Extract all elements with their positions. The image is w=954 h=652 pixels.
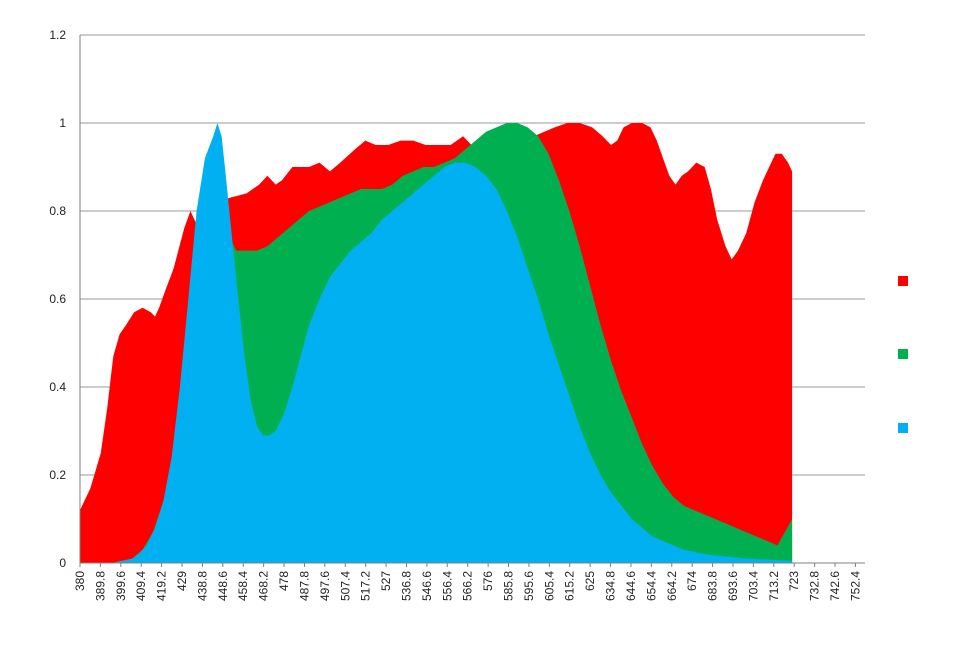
x-tick-label: 605.4 <box>542 571 556 601</box>
x-tick-label: 389.8 <box>93 571 107 601</box>
x-tick-label: 732.8 <box>808 571 822 601</box>
x-tick-label: 527 <box>379 571 393 591</box>
y-tick-label: 1 <box>59 116 66 130</box>
x-tick-label: 742.6 <box>828 571 842 601</box>
y-tick-label: 0.6 <box>49 292 66 306</box>
x-tick-label: 683.8 <box>706 571 720 601</box>
x-tick-label: 419.2 <box>155 571 169 601</box>
legend-swatch-2 <box>898 423 908 433</box>
x-tick-label: 517.2 <box>359 571 373 601</box>
x-tick-label: 380 <box>73 571 87 591</box>
x-tick-label: 556.4 <box>440 571 454 601</box>
x-tick-label: 693.6 <box>726 571 740 601</box>
y-tick-label: 0.4 <box>49 380 66 394</box>
axes <box>79 35 865 564</box>
x-tick-label: 438.8 <box>195 571 209 601</box>
x-tick-labels: 380 389.8 399.6 409.4 419.2 429 438.8 448.6 458.… <box>73 563 862 601</box>
x-tick-label: 595.6 <box>522 571 536 601</box>
y-tick-label: 0.2 <box>49 468 66 482</box>
x-tick-label: 723 <box>787 571 801 591</box>
x-tick-label: 487.8 <box>298 571 312 601</box>
x-tick-label: 703.4 <box>746 571 760 601</box>
x-tick-label: 546.6 <box>420 571 434 601</box>
x-tick-label: 409.4 <box>134 571 148 601</box>
x-tick-label: 713.2 <box>767 571 781 601</box>
x-tick-label: 644.6 <box>624 571 638 601</box>
x-tick-label: 654.4 <box>644 571 658 601</box>
x-tick-label: 634.8 <box>604 571 618 601</box>
x-tick-label: 399.6 <box>114 571 128 601</box>
legend <box>898 276 908 433</box>
x-tick-label: 566.2 <box>461 571 475 601</box>
legend-swatch-0 <box>898 276 908 286</box>
x-tick-label: 585.8 <box>502 571 516 601</box>
x-tick-label: 664.2 <box>665 571 679 601</box>
y-tick-label: 0.8 <box>49 204 66 218</box>
legend-swatch-1 <box>898 349 908 359</box>
x-tick-label: 478 <box>277 571 291 591</box>
x-tick-label: 576 <box>481 571 495 591</box>
x-tick-label: 497.6 <box>318 571 332 601</box>
x-tick-label: 468.2 <box>257 571 271 601</box>
x-tick-label: 458.4 <box>236 571 250 601</box>
x-tick-label: 615.2 <box>563 571 577 601</box>
series-areas <box>80 123 793 563</box>
x-tick-label: 429 <box>175 571 189 591</box>
y-tick-label: 0 <box>59 556 66 570</box>
series-area-2 <box>80 123 793 563</box>
y-tick-label: 1.2 <box>49 28 66 42</box>
x-tick-label: 448.6 <box>216 571 230 601</box>
x-tick-label: 507.4 <box>338 571 352 601</box>
y-tick-labels: 0 0.2 0.4 0.6 0.8 1 1.2 <box>49 28 66 570</box>
x-tick-label: 752.4 <box>848 571 862 601</box>
x-tick-label: 536.8 <box>400 571 414 601</box>
x-tick-label: 625 <box>583 571 597 591</box>
x-tick-label: 674 <box>685 571 699 591</box>
